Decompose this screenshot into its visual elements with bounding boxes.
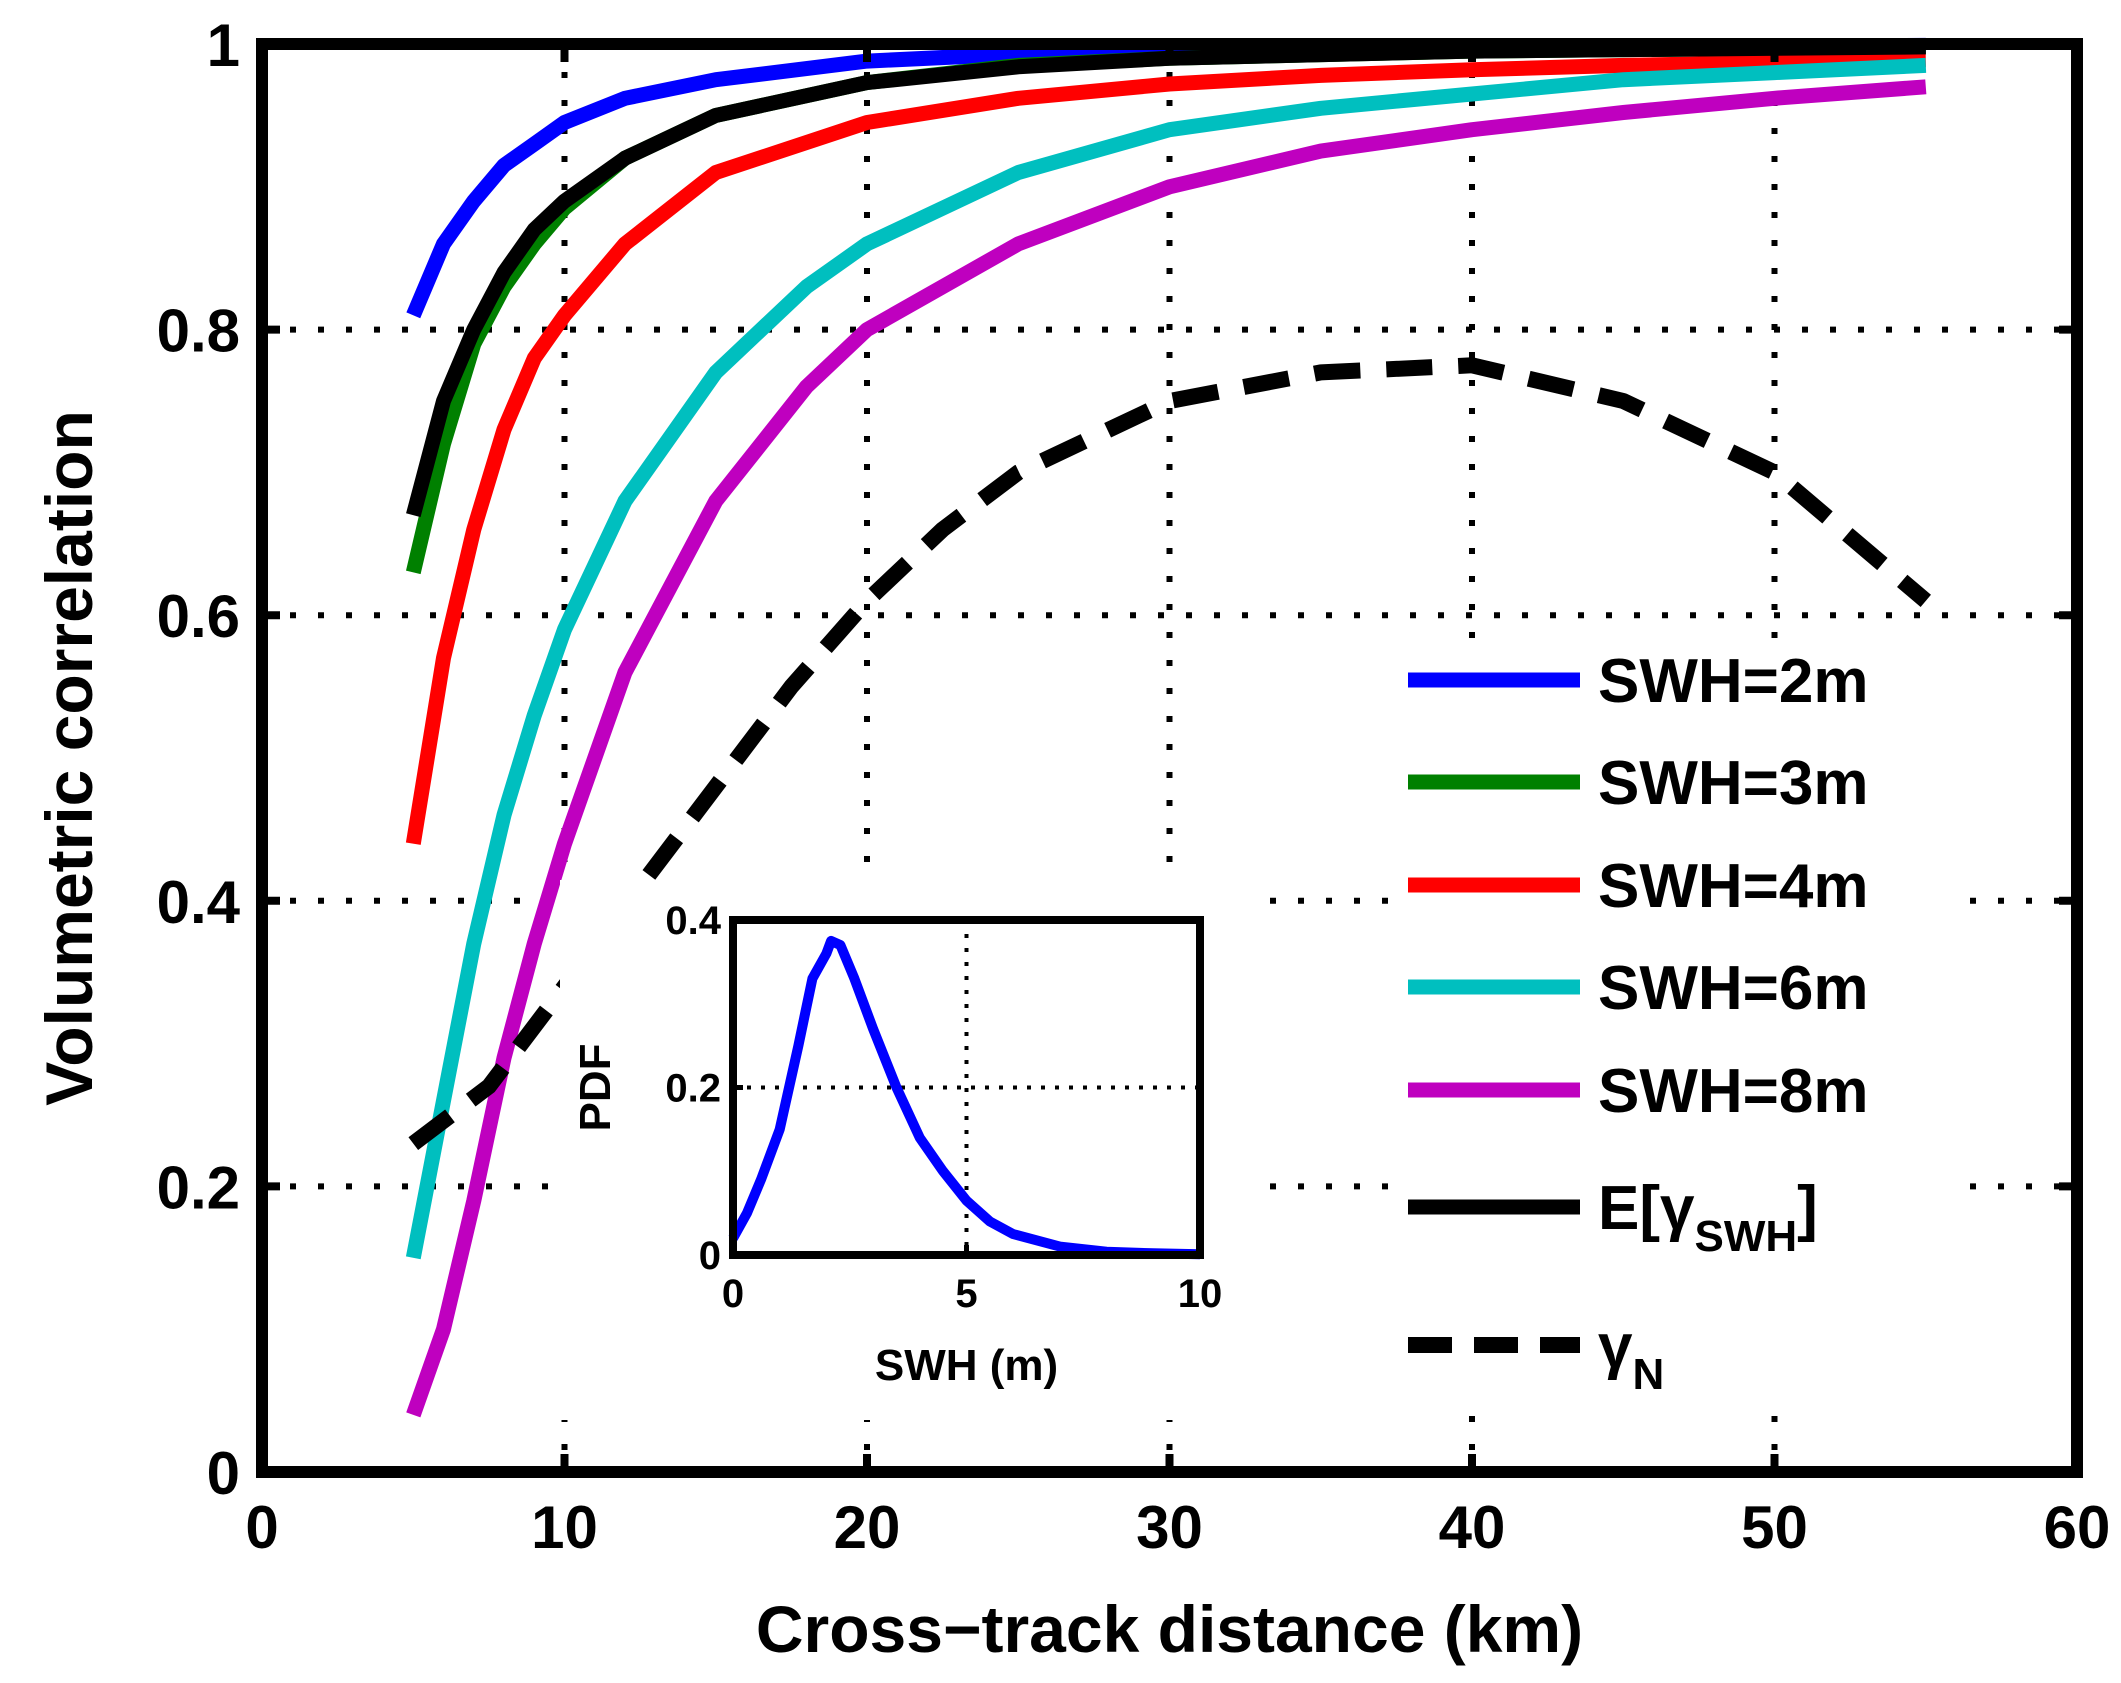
legend-label-subscript: N xyxy=(1632,1350,1664,1399)
legend-label-main: SWH=8m xyxy=(1598,1057,1868,1126)
y-axis-label: Volumetric correlation xyxy=(32,410,106,1106)
legend-background xyxy=(1395,640,1955,1400)
x-tick-label: 40 xyxy=(1439,1494,1506,1561)
series-line-swh-6m xyxy=(405,57,1927,1260)
inset-y-tick-label: 0.2 xyxy=(665,1067,721,1111)
inset-series-line-pdf xyxy=(728,935,1201,1260)
legend-label-main: SWH=6m xyxy=(1598,954,1868,1023)
legend-label-n: γN xyxy=(1598,1312,1664,1399)
x-tick-labels: 0 10 20 30 40 50 60 xyxy=(245,44,2110,1561)
legend-label-suffix: ] xyxy=(1797,1174,1818,1243)
x-tick-label: 0 xyxy=(245,1494,278,1561)
x-tick-label: 30 xyxy=(1136,1494,1203,1561)
legend: SWH=2m SWH=3m SWH=4m SWH=6m SWH=8m E[γSWH] γN xyxy=(1395,640,1955,1400)
inset-y-axis-label: PDF xyxy=(571,1044,620,1132)
series-line-swh-8m xyxy=(406,79,1927,1418)
inset-y-tick-label: 0 xyxy=(699,1234,721,1278)
legend-label-subscript: SWH xyxy=(1694,1212,1797,1261)
y-tick-label: 0.6 xyxy=(157,583,240,650)
inset-x-tick-label: 10 xyxy=(1178,1272,1223,1316)
y-tick-label: 1 xyxy=(207,12,240,79)
inset-y-tick-label: 0.4 xyxy=(665,899,721,943)
legend-label-swh-4m: SWH=4m xyxy=(1598,852,1868,921)
y-tick-label: 0.8 xyxy=(157,298,240,365)
legend-label-e-swh: E[γSWH] xyxy=(1598,1174,1818,1261)
legend-label-swh-2m: SWH=2m xyxy=(1598,647,1868,716)
legend-label-swh-3m: SWH=3m xyxy=(1598,749,1868,818)
inset-x-tick-label: 0 xyxy=(722,1272,744,1316)
inset-background xyxy=(560,880,1260,1420)
x-tick-label: 50 xyxy=(1741,1494,1808,1561)
legend-label-main: E[γ xyxy=(1598,1174,1695,1243)
x-axis-label: Cross−track distance (km) xyxy=(756,1592,1583,1666)
legend-label-swh-8m: SWH=8m xyxy=(1598,1057,1868,1126)
inset-x-axis-label: SWH (m) xyxy=(875,1341,1058,1390)
legend-label-main: SWH=3m xyxy=(1598,749,1868,818)
x-tick-label: 10 xyxy=(531,1494,598,1561)
y-tick-label: 0.4 xyxy=(157,869,241,936)
legend-label-main: SWH=2m xyxy=(1598,647,1868,716)
legend-label-main: γ xyxy=(1598,1312,1633,1381)
y-tick-label: 0 xyxy=(207,1440,240,1507)
series-line-swh-4m xyxy=(405,52,1926,845)
legend-label-main: SWH=4m xyxy=(1598,852,1868,921)
x-tick-label: 20 xyxy=(834,1494,901,1561)
y-tick-label: 0.2 xyxy=(157,1154,240,1221)
inset-chart: 0 5 10 0 0.2 0.4 SWH (m) PDF xyxy=(560,880,1260,1420)
inset-x-tick-label: 5 xyxy=(955,1272,977,1316)
x-tick-label: 60 xyxy=(2044,1494,2111,1561)
legend-label-swh-6m: SWH=6m xyxy=(1598,954,1868,1023)
y-tick-labels: 0 0.2 0.4 0.6 0.8 1 xyxy=(157,12,2077,1507)
